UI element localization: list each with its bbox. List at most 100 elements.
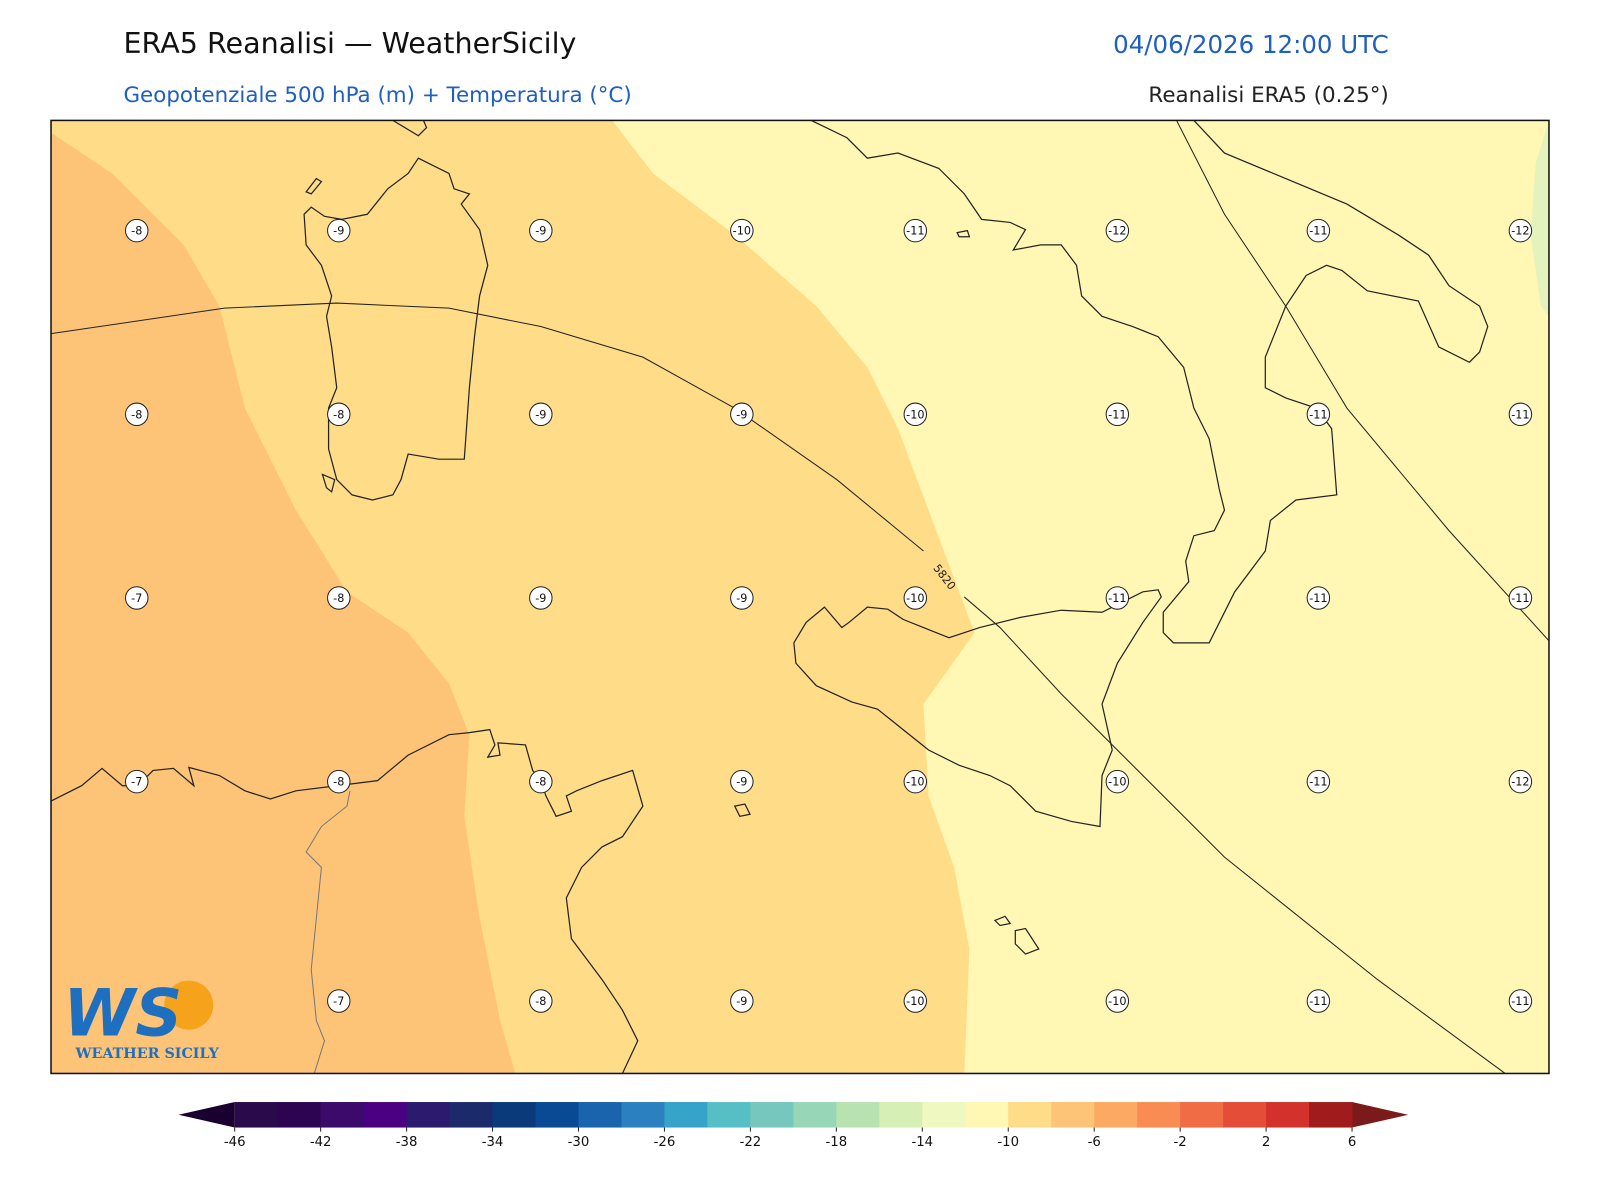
colorbar: -46 -42 -38 -34 -30 -26 -22 -18 -14 -10 -6 -2 2 6 (178, 1102, 1409, 1150)
station-marker (1105, 769, 1130, 794)
border (305, 790, 351, 1074)
station-marker (1306, 989, 1331, 1013)
colorbar-bin (1137, 1102, 1181, 1128)
station-value: -11 (1309, 225, 1327, 238)
station-value: -8 (535, 776, 546, 789)
station-marker (125, 586, 149, 610)
coastline (305, 120, 1040, 955)
station-marker (730, 586, 754, 610)
station-marker (1105, 989, 1130, 1013)
logo-text: WEATHER SICILY (75, 1046, 220, 1062)
colorbar-tick-label: -30 (568, 1135, 590, 1150)
station-value: -8 (535, 995, 546, 1008)
station-value: -8 (131, 225, 142, 238)
coastline (810, 120, 1489, 644)
colorbar-tick-label: -38 (396, 1135, 418, 1150)
station-value: -11 (1511, 995, 1529, 1008)
station-value: -10 (906, 408, 924, 421)
station-marker (1508, 218, 1533, 243)
station-marker (903, 218, 928, 243)
colorbar-bin (1051, 1102, 1095, 1128)
colorbar-bin (707, 1102, 751, 1128)
station-value: -10 (906, 995, 924, 1008)
station-value: -10 (1108, 776, 1126, 789)
station-marker (327, 218, 351, 243)
colorbar-bin (664, 1102, 708, 1128)
station-value: -12 (1108, 225, 1126, 238)
station-marker (529, 586, 553, 610)
station-marker (1306, 218, 1331, 243)
colorbar-bin (320, 1102, 365, 1128)
station-value: -9 (535, 408, 546, 421)
station-marker (903, 586, 928, 610)
station-marker (529, 769, 553, 794)
station-marker (529, 218, 553, 243)
station-value: -10 (733, 225, 751, 238)
colorbar-tick-label: -10 (997, 1135, 1019, 1150)
station-value: -11 (1511, 592, 1529, 605)
station-value: -9 (736, 776, 747, 789)
stations: -8 -9 -9 -10 -11 -12 -11 -12 -8 -8 -9 -9 -10 -11 -11 -1… (125, 218, 1533, 1013)
station-value: -9 (736, 995, 747, 1008)
station-marker (1105, 586, 1130, 610)
colorbar-bin (1223, 1102, 1267, 1128)
station-marker (1105, 402, 1130, 427)
station-value: -11 (1309, 776, 1327, 789)
station-marker (730, 769, 754, 794)
station-value: -7 (333, 995, 344, 1008)
title: ERA5 Reanalisi — WeatherSicily (123, 26, 576, 60)
colorbar-tick-label: -42 (310, 1135, 332, 1150)
colorbar-bin (363, 1102, 408, 1128)
station-value: -11 (1108, 408, 1126, 421)
colorbar-tick-label: -26 (654, 1135, 676, 1150)
station-value: -11 (906, 225, 924, 238)
colorbar-tick-label: -22 (740, 1135, 762, 1150)
station-value: -9 (736, 408, 747, 421)
station-value: -12 (1511, 776, 1529, 789)
station-marker (903, 402, 928, 427)
colorbar-bin (750, 1102, 794, 1128)
colorbar-bin (922, 1102, 966, 1128)
station-marker (730, 402, 754, 427)
colorbar-bin (578, 1102, 622, 1128)
colorbar-bin (1180, 1102, 1224, 1128)
source: Reanalisi ERA5 (0.25°) (1148, 83, 1388, 108)
station-value: -11 (1108, 592, 1126, 605)
coastline (303, 157, 489, 501)
station-marker (529, 989, 553, 1013)
colorbar-bin (836, 1102, 880, 1128)
station-marker (1306, 586, 1331, 610)
field (1530, 120, 1549, 317)
colorbar-bin (879, 1102, 923, 1128)
colorbar-bin (492, 1102, 537, 1128)
station-value: -9 (535, 225, 546, 238)
contour (1176, 120, 1549, 642)
colorbar-tick-label: -6 (1088, 1135, 1101, 1150)
station-marker (903, 989, 928, 1013)
station-marker (1508, 769, 1533, 794)
station-marker (125, 218, 149, 243)
station-marker (327, 586, 351, 610)
station-marker (327, 402, 351, 427)
station-marker (730, 218, 754, 243)
contour (51, 302, 1506, 1074)
colorbar-bin (449, 1102, 494, 1128)
colorbar-tick-label: -34 (482, 1135, 504, 1150)
station-marker (327, 769, 351, 794)
colorbar-bin (621, 1102, 665, 1128)
station-value: -8 (131, 408, 142, 421)
datetime: 04/06/2026 12:00 UTC (1113, 30, 1389, 59)
station-value: -11 (1309, 592, 1327, 605)
station-marker (125, 769, 149, 794)
station-marker (1508, 402, 1533, 427)
station-value: -7 (131, 776, 142, 789)
station-value: -11 (1309, 408, 1327, 421)
colorbar-tick-label: -2 (1174, 1135, 1187, 1150)
station-value: -10 (906, 592, 924, 605)
colorbar-bin (1266, 1102, 1310, 1128)
colorbar-bin (1008, 1102, 1052, 1128)
station-value: -10 (906, 776, 924, 789)
map-frame (50, 119, 1550, 1075)
station-marker (1306, 769, 1331, 794)
